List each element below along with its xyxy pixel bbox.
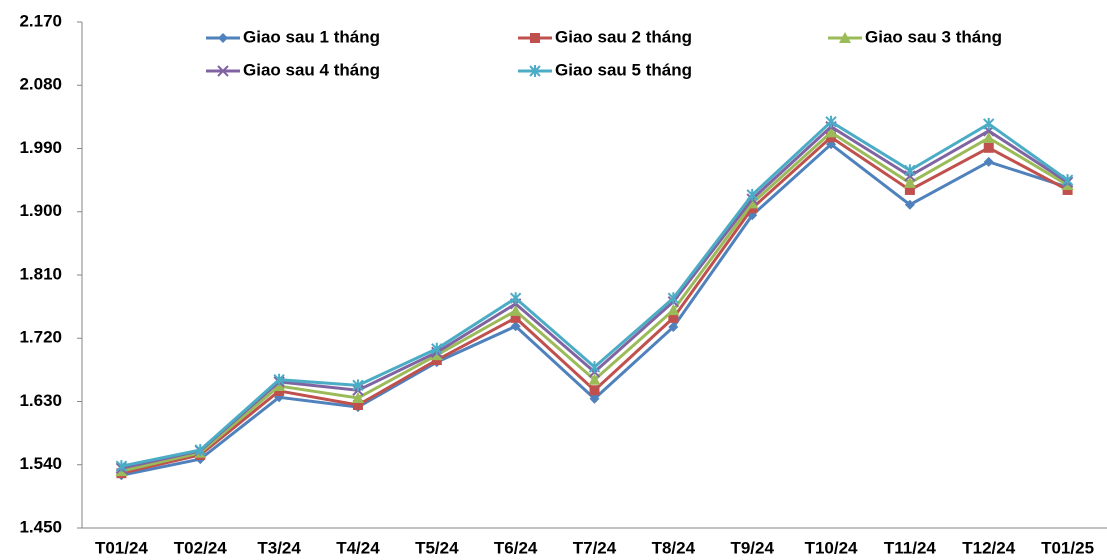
series-line	[121, 124, 1069, 470]
x-tick-label: T11/24	[884, 538, 937, 557]
marker	[218, 33, 228, 43]
marker	[904, 199, 915, 210]
x-tick-label: T12/24	[962, 538, 1015, 557]
x-tick-label: T6/24	[494, 538, 538, 557]
marker	[983, 117, 995, 130]
marker	[746, 188, 758, 201]
y-tick-label: 1.720	[19, 328, 62, 347]
y-tick-label: 2.170	[19, 11, 62, 30]
x-tick-label: T02/24	[174, 538, 227, 557]
legend-item: Giao sau 5 tháng	[518, 60, 692, 79]
marker	[668, 322, 679, 333]
legend-label: Giao sau 2 tháng	[555, 27, 692, 46]
x-tick-label: T9/24	[730, 538, 774, 557]
marker	[529, 65, 541, 77]
x-tick-label: T10/24	[805, 538, 858, 557]
legend-item: Giao sau 3 tháng	[828, 27, 1002, 46]
marker	[352, 379, 364, 392]
y-tick-label: 1.810	[19, 264, 62, 283]
marker	[903, 176, 916, 188]
y-tick-label: 1.540	[19, 454, 62, 473]
marker	[530, 33, 540, 43]
marker	[746, 197, 759, 209]
x-tick-label: T01/25	[1041, 538, 1094, 557]
marker	[273, 373, 285, 386]
legend-item: Giao sau 4 tháng	[206, 60, 380, 79]
series-line	[121, 142, 1069, 477]
marker	[904, 164, 916, 177]
marker	[510, 312, 521, 323]
x-tick-label: T7/24	[573, 538, 617, 557]
x-tick-label: T3/24	[257, 538, 301, 557]
marker	[588, 361, 601, 374]
legend-label: Giao sau 3 tháng	[865, 27, 1002, 46]
y-tick-label: 1.990	[19, 138, 62, 157]
legend-label: Giao sau 5 tháng	[555, 60, 692, 79]
marker	[825, 126, 838, 138]
marker	[839, 32, 851, 43]
marker	[217, 65, 229, 77]
marker	[431, 342, 443, 355]
marker	[194, 443, 206, 456]
marker	[115, 460, 128, 473]
x-tick-label: T01/24	[95, 538, 148, 557]
marker	[1061, 174, 1074, 187]
series-line	[121, 135, 1069, 475]
marker	[825, 115, 837, 128]
marker	[667, 292, 680, 305]
marker	[351, 391, 364, 403]
marker	[588, 373, 601, 385]
legend-label: Giao sau 1 tháng	[243, 27, 380, 46]
y-tick-label: 1.630	[19, 391, 62, 410]
x-tick-label: T5/24	[415, 538, 459, 557]
marker	[668, 312, 679, 323]
marker	[982, 131, 995, 143]
y-tick-label: 1.900	[19, 201, 62, 220]
marker	[667, 304, 680, 316]
marker	[352, 400, 363, 411]
marker	[589, 385, 600, 396]
marker	[509, 292, 522, 305]
marker	[904, 184, 915, 195]
y-tick-label: 1.450	[19, 517, 62, 536]
legend-item: Giao sau 2 tháng	[518, 27, 692, 46]
marker	[510, 321, 521, 332]
marker	[983, 156, 994, 167]
marker	[509, 304, 522, 316]
y-tick-label: 2.080	[19, 75, 62, 94]
x-tick-label: T8/24	[652, 538, 696, 557]
legend-item: Giao sau 1 tháng	[206, 27, 380, 46]
legend-label: Giao sau 4 tháng	[243, 60, 380, 79]
x-tick-label: T4/24	[336, 538, 380, 557]
marker	[983, 142, 994, 153]
marker	[589, 393, 600, 404]
